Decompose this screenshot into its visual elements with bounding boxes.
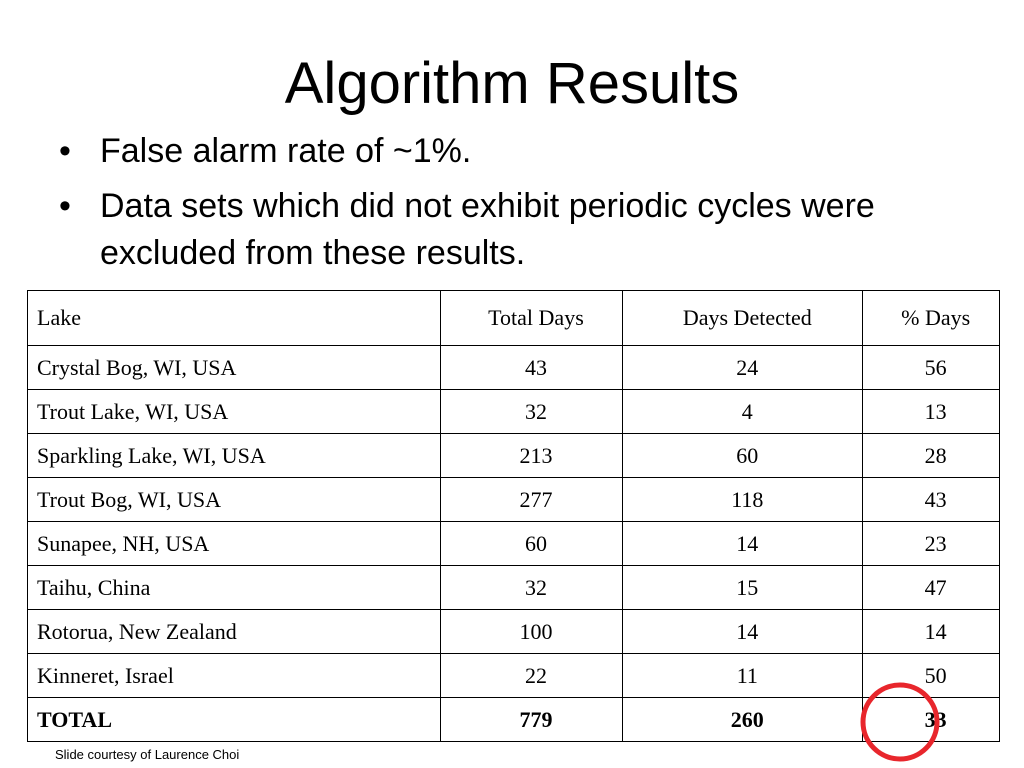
bullet-list: False alarm rate of ~1%. Data sets which… (55, 128, 955, 285)
table-cell: Lake (27, 290, 441, 346)
table-cell: 60 (622, 433, 864, 478)
table-cell: 43 (439, 345, 624, 390)
table-cell: Kinneret, Israel (27, 653, 441, 698)
table-cell: Days Detected (622, 290, 864, 346)
table-row: TOTAL 779 260 33 (27, 697, 1000, 742)
table-cell: 14 (622, 521, 864, 566)
table-row: Sunapee, NH, USA 60 14 23 (27, 521, 1000, 566)
table-cell: 15 (622, 565, 864, 610)
table-cell: 22 (439, 653, 624, 698)
table-row: Crystal Bog, WI, USA 43 24 56 (27, 345, 1000, 390)
table-cell: 50 (862, 653, 1000, 698)
table-cell: Trout Bog, WI, USA (27, 477, 441, 522)
table-cell: 43 (862, 477, 1000, 522)
table-cell: 47 (862, 565, 1000, 610)
table-cell: 4 (622, 389, 864, 434)
table-cell: 33 (862, 697, 1000, 742)
table-cell: 14 (622, 609, 864, 654)
table-cell: TOTAL (27, 697, 441, 742)
table-cell: 118 (622, 477, 864, 522)
table-cell: Trout Lake, WI, USA (27, 389, 441, 434)
slide-title: Algorithm Results (284, 51, 740, 116)
results-table: Lake Total Days Days Detected% Days Crystal… (27, 290, 1000, 742)
table-cell: 277 (439, 477, 624, 522)
table-cell: 24 (622, 345, 864, 390)
table-cell: 100 (439, 609, 624, 654)
bullet: False alarm rate of ~1%. (55, 128, 955, 175)
table-cell: 13 (862, 389, 1000, 434)
table-row: Lake Total Days Days Detected% Days (27, 290, 1000, 346)
table-cell: Sunapee, NH, USA (27, 521, 441, 566)
table-cell: 32 (439, 565, 624, 610)
table-cell: 56 (862, 345, 1000, 390)
table-cell: 11 (622, 653, 864, 698)
table-row: Taihu, China 32 15 47 (27, 565, 1000, 610)
table-cell: % Days (862, 290, 1000, 346)
table-cell: Crystal Bog, WI, USA (27, 345, 441, 390)
table-cell: 260 (622, 697, 864, 742)
footer: Slide courtesy of Laurence Choi (55, 747, 240, 762)
table-row: Trout Lake, WI, USA 32 4 13 (27, 389, 1000, 434)
table-cell: Total Days (439, 290, 624, 346)
table-cell: 779 (439, 697, 624, 742)
table-cell: 28 (862, 433, 1000, 478)
table-cell: 32 (439, 389, 624, 434)
table-row: Rotorua, New Zealand 100 14 14 (27, 609, 1000, 654)
table-cell: Rotorua, New Zealand (27, 609, 441, 654)
table-row: Kinneret, Israel 22 11 50 (27, 653, 1000, 698)
table-cell: 14 (862, 609, 1000, 654)
table-row: Sparkling Lake, WI, USA 213 60 28 (27, 433, 1000, 478)
table-cell: Taihu, China (27, 565, 441, 610)
table-cell: 60 (439, 521, 624, 566)
table-row: Trout Bog, WI, USA 277 118 43 (27, 477, 1000, 522)
table-cell: 23 (862, 521, 1000, 566)
table-cell: 213 (439, 433, 624, 478)
bullet: Data sets which did not exhibit periodic… (55, 183, 955, 277)
table-cell: Sparkling Lake, WI, USA (27, 433, 441, 478)
